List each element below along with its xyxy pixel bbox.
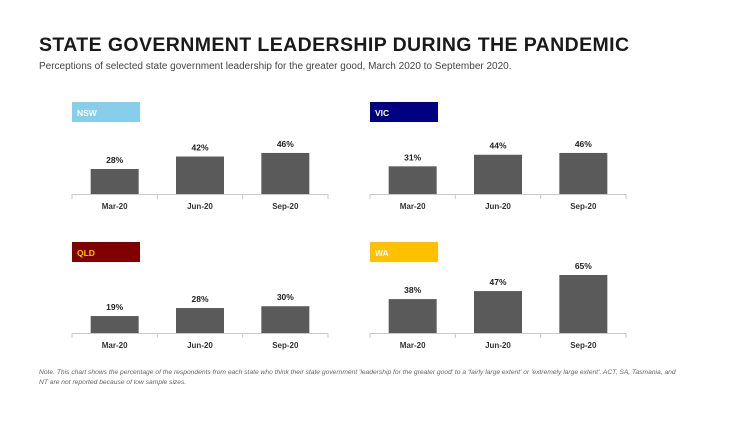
page-subtitle: Perceptions of selected state government… [39, 61, 512, 72]
bar-wa-jun-20 [474, 291, 522, 333]
state-tag-label-vic: VIC [375, 108, 389, 118]
bar-nsw-jun-20 [176, 156, 224, 194]
state-tag-vic [370, 102, 438, 122]
x-tick-label-vic-0: Mar-20 [400, 202, 426, 211]
x-tick-label-wa-1: Jun-20 [485, 341, 511, 350]
bar-value-label-vic-2: 46% [575, 139, 592, 149]
x-tick-label-wa-2: Sep-20 [570, 341, 597, 350]
bar-vic-mar-20 [388, 166, 437, 194]
bar-value-label-wa-1: 47% [489, 277, 506, 287]
bar-value-label-qld-2: 30% [277, 292, 294, 302]
bar-value-label-nsw-1: 42% [191, 143, 208, 153]
bar-qld-sep-20 [261, 306, 310, 333]
bar-value-label-nsw-2: 46% [277, 139, 294, 149]
bar-value-label-vic-0: 31% [404, 152, 421, 162]
x-tick-label-qld-2: Sep-20 [272, 341, 299, 350]
state-tag-label-qld: QLD [77, 248, 95, 258]
bar-value-label-vic-1: 44% [489, 141, 506, 151]
bar-qld-mar-20 [90, 316, 139, 333]
bar-value-label-wa-2: 65% [575, 261, 592, 271]
x-tick-label-nsw-0: Mar-20 [102, 202, 128, 211]
bar-wa-mar-20 [388, 299, 437, 333]
bar-qld-jun-20 [176, 308, 224, 333]
x-tick-label-vic-2: Sep-20 [570, 202, 597, 211]
state-tag-label-nsw: NSW [77, 108, 98, 118]
state-tag-wa [370, 242, 438, 262]
bar-value-label-nsw-0: 28% [106, 155, 123, 165]
page-title: STATE GOVERNMENT LEADERSHIP DURING THE P… [39, 34, 630, 56]
x-tick-label-nsw-1: Jun-20 [187, 202, 213, 211]
state-tag-label-wa: WA [375, 248, 389, 258]
bar-nsw-mar-20 [90, 169, 139, 194]
x-tick-label-vic-1: Jun-20 [485, 202, 511, 211]
x-tick-label-nsw-2: Sep-20 [272, 202, 299, 211]
bar-wa-sep-20 [559, 275, 608, 333]
bar-vic-jun-20 [474, 154, 522, 194]
x-tick-label-qld-0: Mar-20 [102, 341, 128, 350]
bar-value-label-qld-0: 19% [106, 302, 123, 312]
footnote: Note. This chart shows the percentage of… [39, 369, 676, 386]
state-tag-nsw [72, 102, 140, 122]
bar-vic-sep-20 [559, 152, 608, 194]
bar-nsw-sep-20 [261, 152, 310, 194]
bar-value-label-wa-0: 38% [404, 285, 421, 295]
state-tag-qld [72, 242, 140, 262]
bar-value-label-qld-1: 28% [191, 294, 208, 304]
x-tick-label-qld-1: Jun-20 [187, 341, 213, 350]
x-tick-label-wa-0: Mar-20 [400, 341, 426, 350]
